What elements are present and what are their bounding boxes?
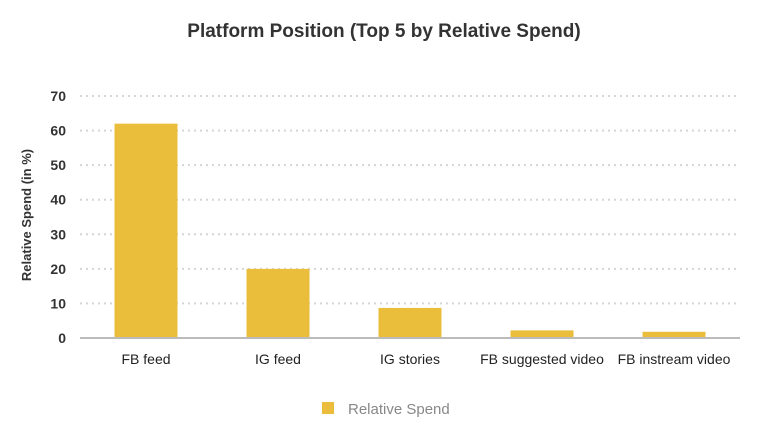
y-tick-label: 60 [50,123,66,139]
y-tick-label: 20 [50,261,66,277]
bar [114,123,178,339]
chart-title: Platform Position (Top 5 by Relative Spe… [187,21,580,42]
y-tick-labels: 0 10 20 30 40 50 60 70 [50,88,66,346]
y-tick-label: 10 [50,295,66,311]
x-tick-label: FB feed [121,351,170,367]
bar [246,268,310,338]
x-tick-label: IG feed [255,351,301,367]
y-tick-label: 30 [50,226,66,242]
bars [114,123,706,339]
gridlines [80,95,740,305]
bar [642,331,706,338]
x-tick-labels: FB feed IG feed IG stories FB suggested vid… [121,351,730,367]
legend-swatch [322,402,334,414]
x-tick-label: IG stories [380,351,440,367]
legend[interactable]: Relative Spend [322,401,450,418]
y-tick-label: 70 [50,88,66,104]
legend-label: Relative Spend [348,401,450,418]
bar [510,330,574,338]
x-tick-label: FB suggested video [480,351,604,367]
x-tick-label: FB instream video [618,351,731,367]
y-tick-label: 40 [50,192,66,208]
y-axis-label: Relative Spend (in %) [19,149,34,281]
bar [378,307,442,338]
y-tick-label: 50 [50,157,66,173]
y-tick-label: 0 [58,330,66,346]
